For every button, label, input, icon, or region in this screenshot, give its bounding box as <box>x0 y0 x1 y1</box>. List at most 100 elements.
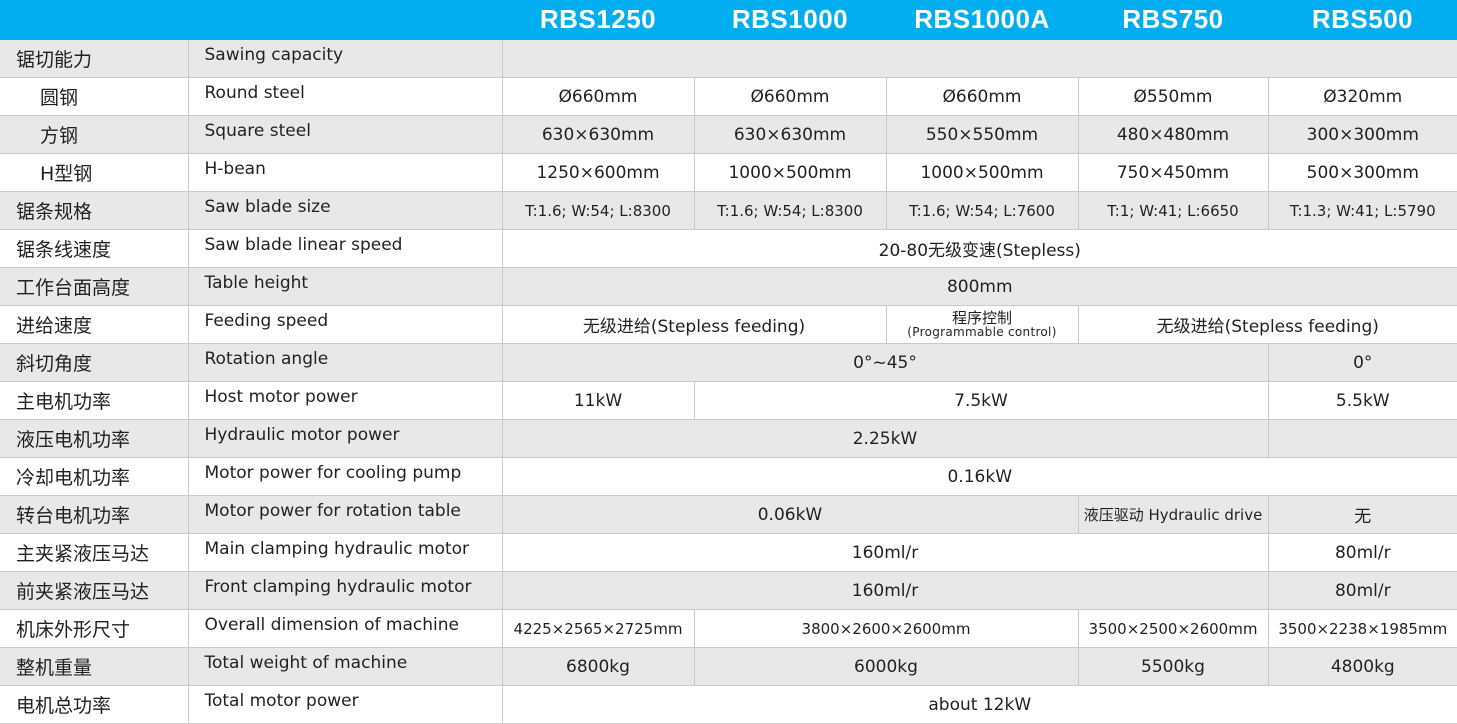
spec-value: 6800kg <box>501 647 695 686</box>
spec-label-zh: 主夹紧液压马达 <box>0 533 189 572</box>
spec-label-zh: 冷却电机功率 <box>0 457 189 496</box>
spec-value: 5.5kW <box>1267 381 1457 420</box>
spec-value: 4225×2565×2725mm <box>501 609 695 648</box>
spec-row: 进给速度 Feeding speed 无级进给(Stepless feeding) 程… <box>0 305 1457 344</box>
spec-value: 3500×2500×2600mm <box>1077 609 1269 648</box>
spec-label-zh: 斜切角度 <box>0 343 189 382</box>
spec-label-en: Overall dimension of machine <box>187 609 503 648</box>
spec-value: Ø660mm <box>501 77 695 116</box>
spec-label-en: Rotation angle <box>187 343 503 382</box>
spec-value: 480×480mm <box>1077 115 1269 154</box>
spec-value: Ø320mm <box>1267 77 1457 116</box>
spec-label-zh: 圆钢 <box>0 77 189 116</box>
spec-value: T:1.6; W:54; L:7600 <box>885 191 1079 230</box>
spec-label-en: Round steel <box>187 77 503 116</box>
spec-label-zh: 机床外形尺寸 <box>0 609 189 648</box>
model-rbs1250: RBS1250 <box>539 4 657 34</box>
spec-label-zh: 整机重量 <box>0 647 189 686</box>
spec-value: Ø550mm <box>1077 77 1269 116</box>
spec-value: Ø660mm <box>693 77 887 116</box>
spec-value: 550×550mm <box>885 115 1079 154</box>
spec-label-en: Table height <box>187 267 503 306</box>
spec-label-zh: 液压电机功率 <box>0 419 189 458</box>
spec-value <box>1267 419 1457 458</box>
spec-row: 锯条线速度 Saw blade linear speed 20-80无级变速(Ste… <box>0 229 1457 268</box>
spec-value: 0° <box>1267 343 1457 382</box>
spec-value: 1000×500mm <box>693 153 887 192</box>
spec-row: 圆钢 Round steel Ø660mm Ø660mm Ø660mm Ø550mm Ø32… <box>0 77 1457 116</box>
spec-row: 斜切角度 Rotation angle 0°~45° 0° <box>0 343 1457 382</box>
spec-value: 0.16kW <box>501 457 1457 496</box>
model-rbs1000a: RBS1000A <box>914 4 1050 34</box>
spec-row: 锯切能力 Sawing capacity <box>0 40 1457 78</box>
spec-value: about 12kW <box>501 685 1457 724</box>
spec-label-zh: 主电机功率 <box>0 381 189 420</box>
spec-label-en: Motor power for rotation table <box>187 495 503 534</box>
spec-value: Ø660mm <box>885 77 1079 116</box>
spec-label-en: Motor power for cooling pump <box>187 457 503 496</box>
spec-value: T:1; W:41; L:6650 <box>1077 191 1269 230</box>
spec-label-zh: 前夹紧液压马达 <box>0 571 189 610</box>
spec-row: 机床外形尺寸 Overall dimension of machine 4225×2… <box>0 609 1457 648</box>
spec-value: 5500kg <box>1077 647 1269 686</box>
spec-label-en: Saw blade linear speed <box>187 229 503 268</box>
spec-label-en: Sawing capacity <box>187 40 503 78</box>
spec-label-zh: 进给速度 <box>0 305 189 344</box>
spec-row: 主夹紧液压马达 Main clamping hydraulic motor 160m… <box>0 533 1457 572</box>
spec-value: 液压驱动 Hydraulic drive <box>1077 495 1269 534</box>
spec-value: 无级进给(Stepless feeding) <box>501 305 887 344</box>
spec-row: H型钢 H-bean 1250×600mm 1000×500mm 1000×500mm 7… <box>0 153 1457 192</box>
spec-row: 工作台面高度 Table height 800mm <box>0 267 1457 306</box>
spec-label-en: Feeding speed <box>187 305 503 344</box>
spec-row: 整机重量 Total weight of machine 6800kg 6000kg 5… <box>0 647 1457 686</box>
spec-value: 7.5kW <box>693 381 1269 420</box>
model-rbs750: RBS750 <box>1122 4 1224 34</box>
spec-value: 无级进给(Stepless feeding) <box>1077 305 1457 344</box>
spec-value: 1000×500mm <box>885 153 1079 192</box>
spec-value: 80ml/r <box>1267 533 1457 572</box>
spec-label-zh: 锯切能力 <box>0 40 189 78</box>
spec-value: 500×300mm <box>1267 153 1457 192</box>
spec-value: 80ml/r <box>1267 571 1457 610</box>
spec-row: 转台电机功率 Motor power for rotation table 0.06… <box>0 495 1457 534</box>
spec-label-en: Hydraulic motor power <box>187 419 503 458</box>
spec-value: 800mm <box>501 267 1457 306</box>
spec-value: 3800×2600×2600mm <box>693 609 1079 648</box>
spec-value: 1250×600mm <box>501 153 695 192</box>
spec-value: T:1.6; W:54; L:8300 <box>501 191 695 230</box>
spec-value: 6000kg <box>693 647 1079 686</box>
spec-value: 160ml/r <box>501 571 1269 610</box>
spec-value: 630×630mm <box>693 115 887 154</box>
spec-table: 锯切能力 Sawing capacity 圆钢 Round steel Ø660mm Ø6… <box>0 40 1457 724</box>
spec-value: 300×300mm <box>1267 115 1457 154</box>
spec-value: 0.06kW <box>501 495 1079 534</box>
spec-value: T:1.3; W:41; L:5790 <box>1267 191 1457 230</box>
spec-value: T:1.6; W:54; L:8300 <box>693 191 887 230</box>
spec-row: 前夹紧液压马达 Front clamping hydraulic motor 160… <box>0 571 1457 610</box>
spec-label-en: Total motor power <box>187 685 503 724</box>
spec-value <box>502 40 1457 78</box>
spec-label-zh: 方钢 <box>0 115 189 154</box>
spec-label-zh: 锯条线速度 <box>0 229 189 268</box>
spec-label-en: H-bean <box>187 153 503 192</box>
spec-label-en: Front clamping hydraulic motor <box>187 571 503 610</box>
spec-row: 方钢 Square steel 630×630mm 630×630mm 550×550m… <box>0 115 1457 154</box>
spec-label-zh: 工作台面高度 <box>0 267 189 306</box>
spec-value: 750×450mm <box>1077 153 1269 192</box>
spec-label-zh: 电机总功率 <box>0 685 189 724</box>
spec-value: 3500×2238×1985mm <box>1267 609 1457 648</box>
spec-value-line: 程序控制 <box>951 309 1012 327</box>
spec-value: 无 <box>1267 495 1457 534</box>
spec-label-en: Square steel <box>187 115 503 154</box>
spec-value: 2.25kW <box>501 419 1269 458</box>
header-band: RBS1250 RBS1000 RBS1000A RBS750 RBS500 <box>0 0 1457 40</box>
spec-row: 冷却电机功率 Motor power for cooling pump 0.16kW <box>0 457 1457 496</box>
spec-value: 630×630mm <box>501 115 695 154</box>
spec-value: 4800kg <box>1267 647 1457 686</box>
spec-row: 主电机功率 Host motor power 11kW 7.5kW 5.5kW <box>0 381 1457 420</box>
spec-value: 20-80无级变速(Stepless) <box>501 229 1457 268</box>
spec-label-zh: 锯条规格 <box>0 191 189 230</box>
spec-value: 11kW <box>501 381 695 420</box>
spec-label-en: Main clamping hydraulic motor <box>187 533 503 572</box>
spec-label-en: Saw blade size <box>187 191 503 230</box>
